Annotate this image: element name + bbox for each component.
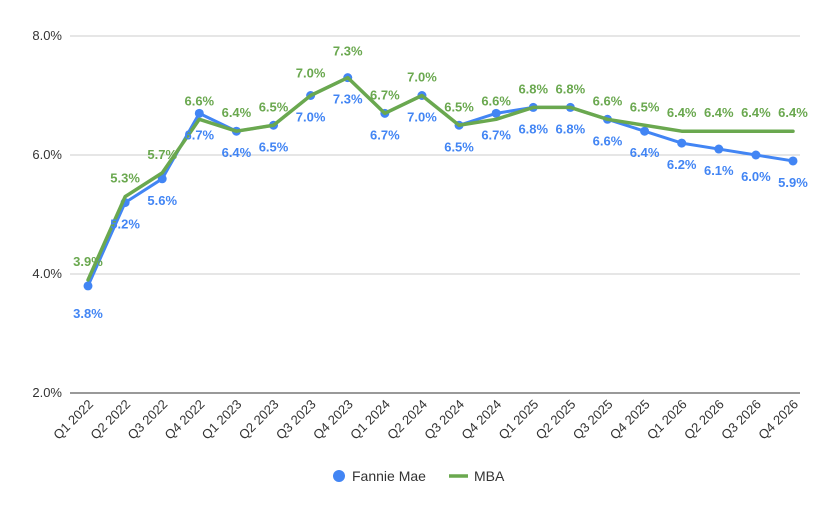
mba-data-label: 6.4% [222,105,252,120]
fannie-mae-point [83,281,93,291]
mba-data-label: 6.5% [259,99,289,114]
x-tick-label: Q3 2025 [570,397,616,443]
fannie-mae-point [751,150,761,160]
x-tick-label: Q1 2024 [347,397,393,443]
x-tick-label: Q4 2026 [755,397,801,443]
fannie-mae-data-label: 6.6% [593,133,623,148]
fannie-mae-data-label: 6.0% [741,169,771,184]
fannie-mae-data-label: 6.7% [184,127,214,142]
x-tick-label: Q1 2023 [199,397,245,443]
mba-data-label: 7.0% [407,70,437,85]
fannie-mae-data-label: 6.4% [222,145,252,160]
fannie-mae-point [714,144,724,154]
x-tick-label: Q3 2023 [273,397,319,443]
fannie-mae-data-label: 6.5% [444,139,474,154]
x-tick-label: Q2 2025 [533,397,579,443]
x-tick-label: Q2 2022 [87,397,133,443]
mba-data-label: 6.6% [481,93,511,108]
fannie-mae-data-label: 6.8% [518,121,548,136]
x-tick-label: Q2 2024 [384,397,430,443]
fannie-mae-point [157,174,167,184]
mba-data-label: 6.4% [704,105,734,120]
series-lines [83,73,798,291]
mba-data-label: 3.9% [73,254,103,269]
y-tick-label: 6.0% [32,147,62,162]
mba-data-label: 6.6% [184,93,214,108]
fannie-mae-point [640,126,650,136]
data-labels: 3.9% 5.3% 5.7% 6.6% 6.4% 6.5% 7.0% 7.3% 6.7% 7.0%… [73,44,808,321]
x-tick-label: Q2 2023 [236,397,282,443]
mba-data-label: 6.4% [667,105,697,120]
x-tick-label: Q3 2026 [718,397,764,443]
fannie-mae-data-label: 6.2% [667,157,697,172]
fannie-mae-data-label: 6.4% [630,145,660,160]
fannie-mae-data-label: 6.5% [259,139,289,154]
y-tick-label: 4.0% [32,266,62,281]
legend-mba-label: MBA [474,468,505,484]
mba-data-label: 6.8% [556,81,586,96]
mba-data-label: 6.7% [370,87,400,102]
gridlines [70,35,800,394]
mba-data-label: 5.3% [110,171,140,186]
x-tick-label: Q4 2024 [458,397,504,443]
fannie-mae-data-label: 6.7% [481,127,511,142]
mba-data-label: 6.8% [518,81,548,96]
mba-line [86,75,795,282]
x-tick-label: Q4 2025 [607,397,653,443]
fannie-mae-data-label: 5.2% [110,217,140,232]
mba-data-label: 6.4% [741,105,771,120]
x-tick-label: Q1 2026 [644,397,690,443]
mba-data-label: 7.3% [333,44,363,59]
mba-data-label: 6.5% [630,99,660,114]
fannie-mae-data-label: 5.9% [778,175,808,190]
fannie-mae-data-label: 7.0% [296,110,326,125]
fannie-mae-data-label: 6.1% [704,163,734,178]
fannie-mae-data-label: 3.8% [73,306,103,321]
mba-data-label: 5.7% [147,147,177,162]
fannie-mae-data-label: 5.6% [147,193,177,208]
mba-data-label: 7.0% [296,66,326,81]
x-tick-label: Q3 2022 [124,397,170,443]
fannie-mae-point [194,108,204,118]
fannie-mae-point [677,138,687,148]
legend-fannie-mae-marker [333,470,345,482]
fannie-mae-data-label: 7.3% [333,92,363,107]
y-tick-label: 2.0% [32,385,62,400]
mba-data-label: 6.5% [444,99,474,114]
x-tick-label: Q1 2025 [496,397,542,443]
y-axis-ticks: 2.0% 4.0% 6.0% 8.0% [32,28,62,400]
x-tick-label: Q4 2022 [162,397,208,443]
fannie-mae-point [788,156,798,166]
x-tick-label: Q4 2023 [310,397,356,443]
fannie-mae-data-label: 7.0% [407,110,437,125]
fannie-mae-data-label: 6.8% [556,121,586,136]
mba-data-label: 6.4% [778,105,808,120]
mba-data-label: 6.6% [593,93,623,108]
x-tick-label: Q3 2024 [421,397,467,443]
legend-fannie-mae-label: Fannie Mae [352,468,426,484]
fannie-mae-point [491,108,501,118]
x-tick-label: Q2 2026 [681,397,727,443]
fannie-mae-data-label: 6.7% [370,127,400,142]
legend: Fannie Mae MBA [333,468,505,484]
y-tick-label: 8.0% [32,28,62,43]
x-tick-label: Q1 2022 [50,397,96,443]
